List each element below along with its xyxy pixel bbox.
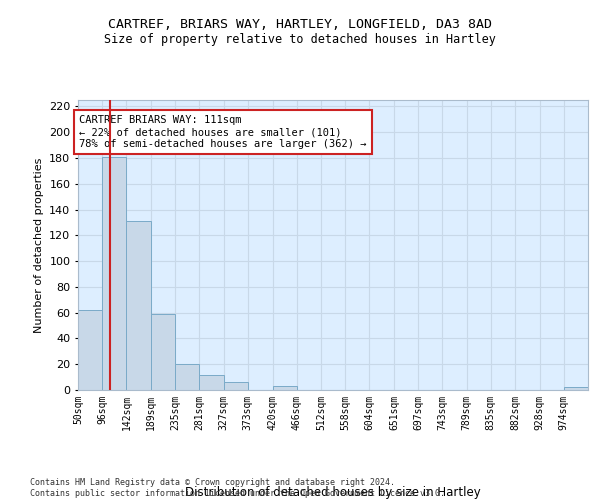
- Y-axis label: Number of detached properties: Number of detached properties: [34, 158, 44, 332]
- Bar: [199, 374, 224, 390]
- Text: CARTREF, BRIARS WAY, HARTLEY, LONGFIELD, DA3 8AD: CARTREF, BRIARS WAY, HARTLEY, LONGFIELD,…: [108, 18, 492, 30]
- Bar: [272, 386, 297, 390]
- Text: Contains HM Land Registry data © Crown copyright and database right 2024.
Contai: Contains HM Land Registry data © Crown c…: [30, 478, 445, 498]
- Text: CARTREF BRIARS WAY: 111sqm
← 22% of detached houses are smaller (101)
78% of sem: CARTREF BRIARS WAY: 111sqm ← 22% of deta…: [79, 116, 367, 148]
- Bar: [102, 156, 127, 390]
- Bar: [151, 314, 175, 390]
- Text: Size of property relative to detached houses in Hartley: Size of property relative to detached ho…: [104, 32, 496, 46]
- X-axis label: Distribution of detached houses by size in Hartley: Distribution of detached houses by size …: [185, 486, 481, 498]
- Bar: [564, 388, 588, 390]
- Bar: [78, 310, 102, 390]
- Bar: [175, 364, 199, 390]
- Bar: [127, 221, 151, 390]
- Bar: [224, 382, 248, 390]
